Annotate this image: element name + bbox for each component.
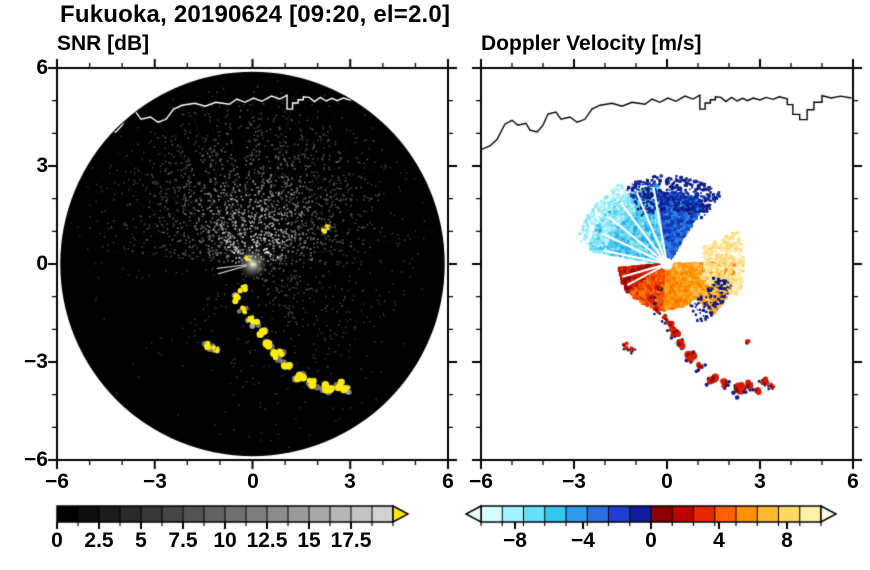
snr-ytick-m3: −3	[24, 350, 48, 373]
snr-xtick-0: 0	[247, 470, 259, 493]
vel-cbar-label-m4: −4	[571, 529, 595, 552]
snr-xtick-m3: −3	[143, 470, 167, 493]
snr-cbar-label-10: 10	[213, 529, 237, 552]
velocity-panel-title: Doppler Velocity [m/s]	[481, 32, 702, 55]
snr-ytick-6: 6	[36, 56, 48, 79]
snr-xtick-6: 6	[442, 470, 454, 493]
snr-cbar-label-12p5: 12.5	[246, 529, 288, 552]
vel-xtick-6: 6	[847, 470, 859, 493]
snr-ytick-m6: −6	[24, 448, 48, 471]
snr-cbar-label-5: 5	[135, 529, 147, 552]
snr-ytick-0: 0	[36, 252, 48, 275]
vel-xtick-0: 0	[661, 470, 673, 493]
vel-cbar-label-0: 0	[645, 529, 657, 552]
snr-panel-title: SNR [dB]	[57, 32, 150, 55]
snr-cbar-label-17p5: 17.5	[330, 529, 372, 552]
snr-cbar-label-7p5: 7.5	[168, 529, 198, 552]
vel-cbar-label-8: 8	[781, 529, 793, 552]
snr-ytick-3: 3	[36, 154, 48, 177]
vel-xtick-m6: −6	[469, 470, 493, 493]
vel-xtick-3: 3	[754, 470, 766, 493]
snr-cbar-label-2p5: 2.5	[84, 529, 114, 552]
snr-cbar-label-15: 15	[297, 529, 321, 552]
snr-xtick-3: 3	[344, 470, 356, 493]
snr-xtick-m6: −6	[45, 470, 69, 493]
vel-cbar-label-m8: −8	[503, 529, 527, 552]
vel-xtick-m3: −3	[562, 470, 586, 493]
vel-cbar-label-4: 4	[713, 529, 725, 552]
figure-title: Fukuoka, 20190624 [09:20, el=2.0]	[60, 1, 451, 28]
snr-cbar-label-0: 0	[51, 529, 63, 552]
